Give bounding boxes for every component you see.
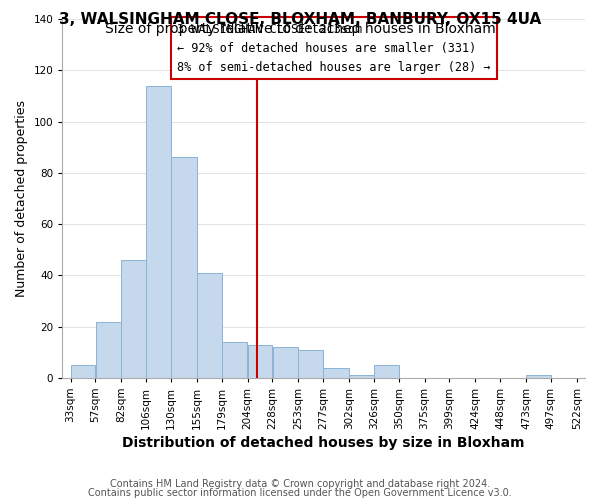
Bar [526,376,551,378]
Text: 3, WALSINGHAM CLOSE, BLOXHAM, BANBURY, OX15 4UA: 3, WALSINGHAM CLOSE, BLOXHAM, BANBURY, O… [59,12,541,28]
Bar [222,342,247,378]
Text: Size of property relative to detached houses in Bloxham: Size of property relative to detached ho… [104,22,496,36]
Bar [374,365,398,378]
Bar [71,365,95,378]
Y-axis label: Number of detached properties: Number of detached properties [15,100,28,297]
Bar [323,368,349,378]
Bar [197,273,221,378]
X-axis label: Distribution of detached houses by size in Bloxham: Distribution of detached houses by size … [122,436,525,450]
Bar [146,86,171,378]
Bar [349,376,374,378]
Text: Contains public sector information licensed under the Open Government Licence v3: Contains public sector information licen… [88,488,512,498]
Bar [121,260,146,378]
Bar [272,347,298,378]
Bar [171,158,197,378]
Text: 3 WALSINGHAM CLOSE: 213sqm
← 92% of detached houses are smaller (331)
8% of semi: 3 WALSINGHAM CLOSE: 213sqm ← 92% of deta… [178,22,491,74]
Text: Contains HM Land Registry data © Crown copyright and database right 2024.: Contains HM Land Registry data © Crown c… [110,479,490,489]
Bar [95,322,121,378]
Bar [248,344,272,378]
Bar [298,350,323,378]
